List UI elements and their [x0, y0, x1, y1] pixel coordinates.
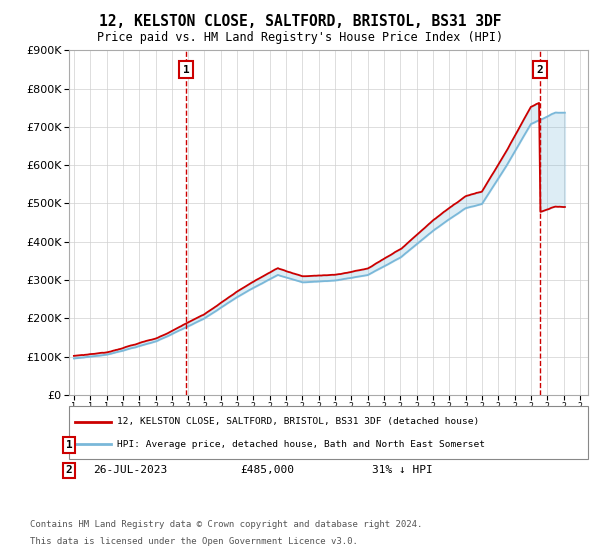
Text: 26-JUL-2023: 26-JUL-2023: [93, 465, 167, 475]
Text: 31% ↓ HPI: 31% ↓ HPI: [372, 465, 433, 475]
Text: £485,000: £485,000: [240, 465, 294, 475]
Text: 15-NOV-2001: 15-NOV-2001: [93, 440, 167, 450]
Text: 2: 2: [536, 64, 544, 74]
Text: 12, KELSTON CLOSE, SALTFORD, BRISTOL, BS31 3DF (detached house): 12, KELSTON CLOSE, SALTFORD, BRISTOL, BS…: [117, 417, 479, 427]
Text: 1: 1: [182, 64, 190, 74]
Text: 2: 2: [65, 465, 73, 475]
Text: Contains HM Land Registry data © Crown copyright and database right 2024.: Contains HM Land Registry data © Crown c…: [30, 520, 422, 529]
Text: 1: 1: [65, 440, 73, 450]
Text: £190,000: £190,000: [240, 440, 294, 450]
Text: 12, KELSTON CLOSE, SALTFORD, BRISTOL, BS31 3DF: 12, KELSTON CLOSE, SALTFORD, BRISTOL, BS…: [99, 14, 501, 29]
Text: HPI: Average price, detached house, Bath and North East Somerset: HPI: Average price, detached house, Bath…: [117, 440, 485, 449]
Text: This data is licensed under the Open Government Licence v3.0.: This data is licensed under the Open Gov…: [30, 537, 358, 546]
Text: 20% ↓ HPI: 20% ↓ HPI: [372, 440, 433, 450]
Text: Price paid vs. HM Land Registry's House Price Index (HPI): Price paid vs. HM Land Registry's House …: [97, 31, 503, 44]
